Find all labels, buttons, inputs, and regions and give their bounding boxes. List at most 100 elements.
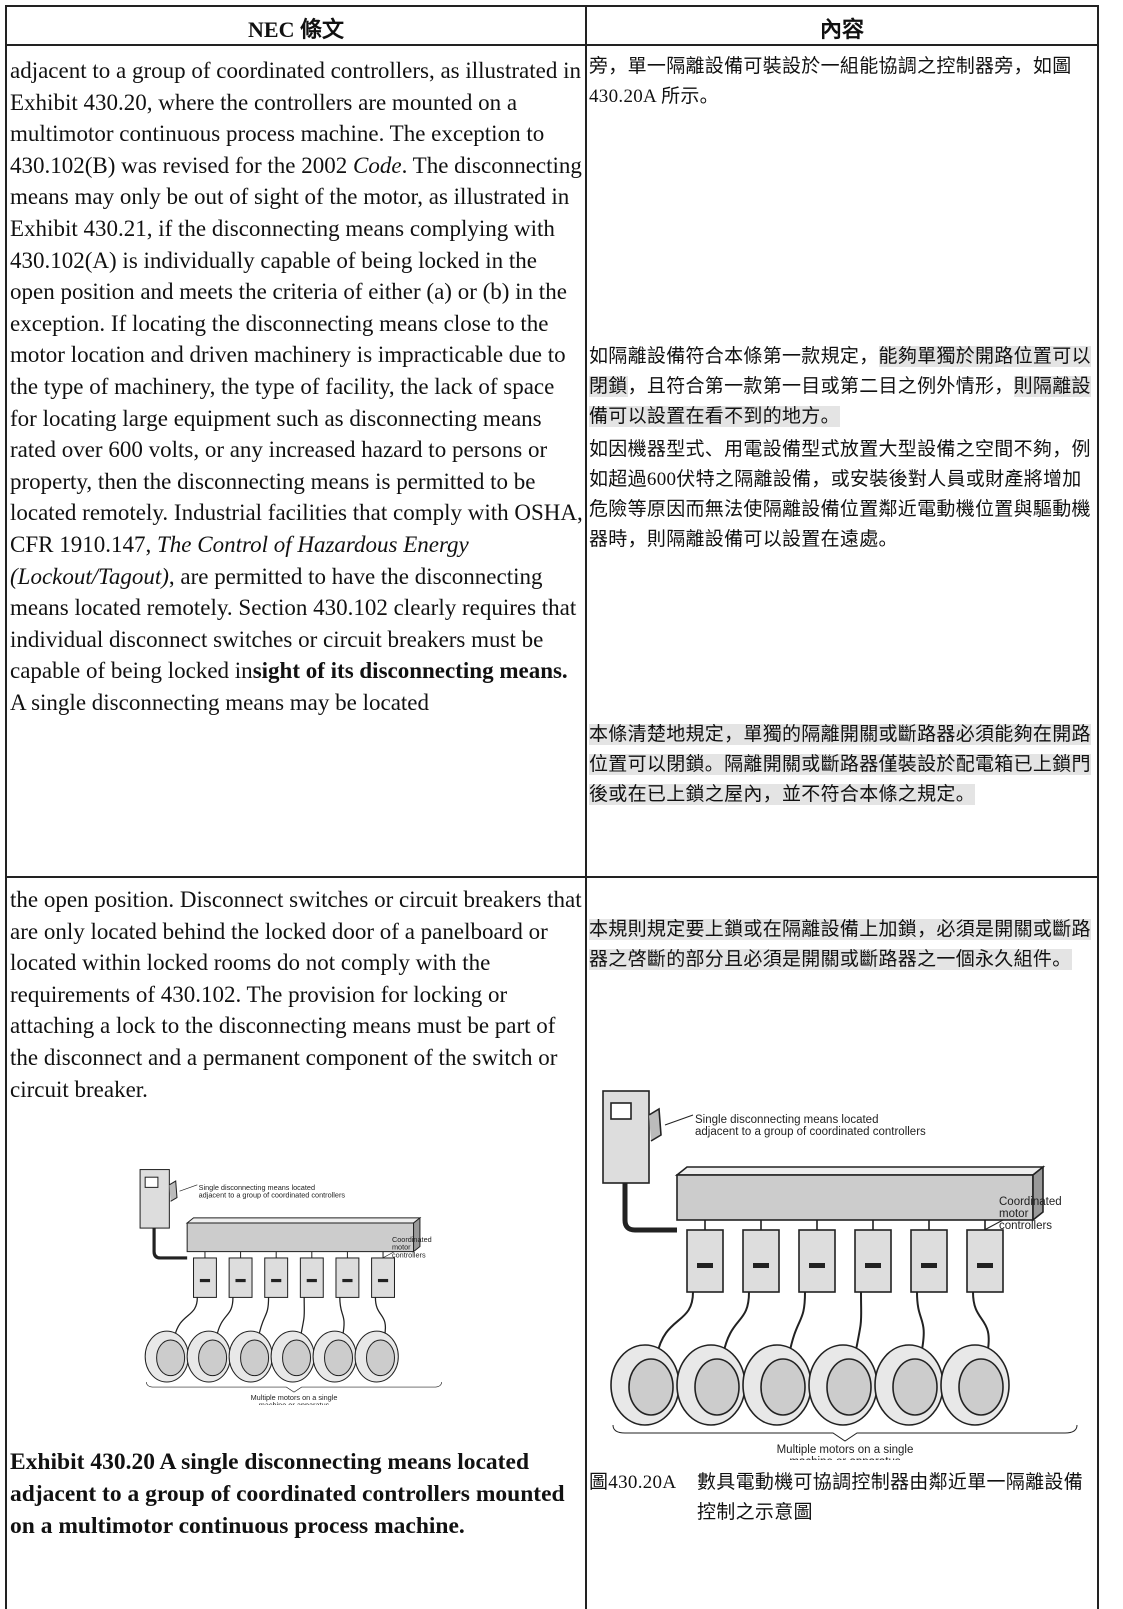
handle <box>648 1107 662 1142</box>
header-cell: NEC 條文 <box>248 17 344 42</box>
beam <box>186 1222 415 1253</box>
cable <box>339 1297 345 1338</box>
controller-handle <box>921 1263 937 1268</box>
controller <box>798 1229 836 1293</box>
cable <box>854 1291 863 1356</box>
text-run: sight of its disconnecting means. <box>252 658 568 684</box>
cable <box>916 1291 925 1356</box>
controller-handle <box>809 1263 825 1268</box>
figure-label: machine or apparatus <box>789 1456 900 1460</box>
controller <box>193 1257 217 1298</box>
controller <box>228 1257 253 1298</box>
text-run: 如因機器型式、用電設備型式放置大型設備之空間不夠，例如超過600伏特之隔離設備，… <box>589 439 1091 550</box>
table-border <box>585 5 587 1609</box>
cable <box>722 1291 750 1356</box>
motor-end <box>892 1358 938 1416</box>
figure-label: adjacent to a group of coordinated contr… <box>199 1191 346 1200</box>
text-run: . The disconnecting means may only be ou… <box>10 152 583 557</box>
controller <box>264 1257 289 1298</box>
figure-label: controllers <box>999 1220 1052 1232</box>
cable <box>788 1291 806 1356</box>
table-border <box>1097 5 1099 1609</box>
text-run: 本條清楚地規定，單獨的隔離開關或斷路器必須能夠在開路位置可以閉鎖。隔離開關或斷路… <box>589 724 1091 805</box>
pointer <box>179 1184 198 1192</box>
controller <box>742 1229 780 1293</box>
table-border <box>5 5 1098 7</box>
controller <box>966 1229 1004 1293</box>
motor-end <box>365 1339 395 1377</box>
controller-handle <box>377 1278 389 1283</box>
controller-handle <box>342 1278 353 1283</box>
cable <box>215 1297 234 1338</box>
motor-end <box>282 1339 312 1377</box>
table-border <box>5 876 1098 878</box>
cable <box>374 1297 387 1338</box>
motor-end <box>324 1339 354 1377</box>
enclosure-window <box>144 1176 159 1188</box>
figure-label: Coordinated <box>392 1235 432 1244</box>
controller-handle <box>865 1263 881 1268</box>
figure-label: Single disconnecting means located <box>199 1183 315 1192</box>
motor-end <box>156 1339 186 1377</box>
enclosure-window <box>610 1102 632 1120</box>
text-run: ，且符合第一款第一目或第二目之例外情形， <box>627 376 1014 397</box>
cell-text: the open position. Disconnect switches o… <box>10 887 582 1102</box>
controller <box>371 1257 395 1298</box>
cell-text: 本條清楚地規定，單獨的隔離開關或斷路器必須能夠在開路位置可以閉鎖。隔離開關或斷路… <box>589 720 1097 810</box>
bracket <box>146 1381 442 1393</box>
controller <box>335 1257 360 1298</box>
pointer <box>664 1114 694 1126</box>
controller-handle <box>271 1278 282 1283</box>
table-border <box>5 44 1098 46</box>
cell-text: adjacent to a group of coordinated contr… <box>10 55 584 718</box>
cable <box>656 1291 694 1356</box>
bracket <box>612 1424 1078 1442</box>
controller-handle <box>306 1278 317 1283</box>
caption-number: 圖430.20A <box>589 1472 677 1493</box>
controller-handle <box>697 1263 713 1268</box>
conduit <box>622 1183 677 1233</box>
cable <box>299 1297 305 1338</box>
figure: Single disconnecting means locatedadjace… <box>139 1169 442 1405</box>
controller-handle <box>199 1278 211 1283</box>
caption: Exhibit 430.20 A single disconnecting me… <box>10 1449 565 1539</box>
beam <box>676 1174 1034 1221</box>
cable <box>173 1297 198 1338</box>
text-run: 旁，單一隔離設備可裝設於一組能協調之控制器旁，如圖430.20A 所示。 <box>589 56 1072 107</box>
caption: 數具電動機可協調控制器由鄰近單一隔離設備控制之示意圖 <box>697 1472 1084 1523</box>
figure-label: adjacent to a group of coordinated contr… <box>695 1126 926 1138</box>
beam-top <box>674 1166 1046 1176</box>
motor-end <box>958 1358 1004 1416</box>
controller <box>910 1229 948 1293</box>
figure-label: controllers <box>392 1250 426 1259</box>
controller-handle <box>235 1278 246 1283</box>
beam-side <box>1032 1165 1044 1222</box>
motor-end <box>760 1358 806 1416</box>
motor-end <box>240 1339 270 1377</box>
controller <box>299 1257 324 1298</box>
figure-label: Coordinated <box>999 1196 1062 1208</box>
handle <box>169 1180 178 1202</box>
table-border <box>5 5 7 1609</box>
cell-text: 如因機器型式、用電設備型式放置大型設備之空間不夠，例如超過600伏特之隔離設備，… <box>589 435 1097 555</box>
text-run: , are permitted to have the disconnectin… <box>10 563 577 684</box>
text-run: The Control of Hazardous Energy <box>156 531 469 557</box>
text-run: (Lockout/Tagout) <box>10 563 169 589</box>
figure-label: machine or apparatus <box>259 1400 330 1405</box>
controller <box>686 1229 724 1293</box>
text-run: adjacent to a group of coordinated contr… <box>10 58 581 178</box>
controller-handle <box>977 1263 993 1268</box>
cell-text: 如隔離設備符合本條第一款規定，能夠單獨於開路位置可以閉鎖，且符合第一款第一目或第… <box>589 342 1097 432</box>
motor-end <box>628 1358 674 1416</box>
controller <box>854 1229 892 1293</box>
figure-label: Single disconnecting means located <box>695 1114 878 1126</box>
figure-label: Multiple motors on a single <box>777 1444 914 1456</box>
figure-label: motor <box>999 1208 1029 1220</box>
figure: Single disconnecting means locatedadjace… <box>602 1090 1078 1460</box>
motor-end <box>694 1358 740 1416</box>
figure-label: motor <box>392 1243 411 1252</box>
beam-top <box>185 1217 422 1224</box>
text-run: Code <box>353 152 402 178</box>
controller-handle <box>753 1263 769 1268</box>
